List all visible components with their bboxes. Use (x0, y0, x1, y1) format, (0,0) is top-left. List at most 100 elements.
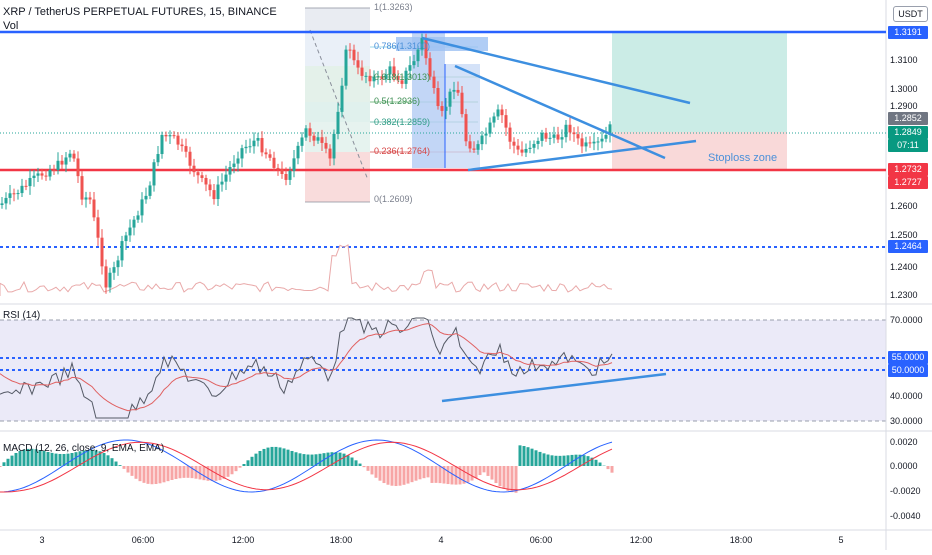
candle (309, 128, 312, 135)
candle (305, 128, 308, 137)
candle (125, 235, 128, 241)
time-tick: 06:00 (132, 535, 155, 545)
macd-histogram-bar (159, 466, 162, 483)
macd-histogram-bar (187, 466, 190, 478)
macd-histogram-bar (563, 456, 566, 466)
macd-histogram-bar (239, 466, 242, 468)
macd-histogram-bar (279, 447, 282, 466)
candle (469, 141, 472, 148)
macd-histogram-bar (363, 466, 366, 467)
macd-histogram-bar (379, 466, 382, 481)
currency-badge[interactable]: USDT (893, 6, 928, 22)
candle (577, 134, 580, 138)
price-tag-support: 1.2732 (888, 163, 928, 176)
macd-histogram-bar (407, 466, 410, 484)
candle (601, 139, 604, 142)
price-tick: 1.2900 (886, 101, 932, 111)
candle (177, 136, 180, 145)
candle (521, 150, 524, 153)
macd-histogram-bar (543, 453, 546, 466)
macd-histogram-bar (131, 466, 134, 476)
price-tick: 1.2600 (886, 201, 932, 211)
rsi-tag-50: 50.0000 (888, 364, 928, 377)
candle (109, 273, 112, 288)
macd-histogram-bar (487, 466, 490, 476)
candle (597, 141, 600, 142)
candle (105, 266, 108, 287)
macd-histogram-bar (299, 453, 302, 466)
candle (457, 90, 460, 93)
price-tag-level: 1.2852 (888, 112, 928, 125)
candle (49, 170, 52, 177)
candle (133, 220, 136, 228)
time-tick: 3 (39, 535, 44, 545)
candle (37, 173, 40, 175)
candle (145, 196, 148, 200)
macd-histogram-bar (235, 466, 238, 471)
candle (325, 143, 328, 149)
macd-histogram-bar (539, 452, 542, 466)
time-tick: 5 (838, 535, 843, 545)
candle (557, 134, 560, 139)
macd-histogram-bar (427, 466, 430, 477)
candle (41, 173, 44, 175)
candle (229, 167, 232, 175)
price-tick: 1.3100 (886, 55, 932, 65)
price-tag-support-2: 1.2727 (888, 176, 928, 189)
macd-tick: -0.0020 (886, 486, 932, 496)
candle (573, 132, 576, 134)
macd-histogram-bar (163, 466, 166, 482)
price-tag-countdown: 07:11 (888, 139, 928, 152)
candle (137, 215, 140, 219)
candle (321, 137, 324, 143)
price-tag-resistance: 1.3191 (888, 26, 928, 39)
macd-histogram-bar (391, 466, 394, 486)
macd-histogram-bar (387, 466, 390, 485)
macd-histogram-bar (115, 462, 118, 466)
candle (9, 193, 12, 198)
macd-histogram-bar (535, 450, 538, 466)
macd-histogram-bar (171, 466, 174, 480)
long-position-target[interactable] (612, 32, 787, 132)
macd-histogram-bar (67, 454, 70, 466)
candle (141, 199, 144, 215)
candle (89, 197, 92, 199)
macd-histogram-bar (155, 466, 158, 484)
macd-histogram-bar (447, 466, 450, 484)
candle (173, 135, 176, 136)
candle (237, 158, 240, 163)
candle (277, 168, 280, 169)
candle (413, 61, 416, 65)
macd-histogram-bar (495, 466, 498, 483)
candle (153, 162, 156, 185)
macd-histogram-bar (7, 459, 10, 466)
candle (45, 176, 48, 177)
candle (273, 158, 276, 168)
macd-histogram-bar (195, 466, 198, 479)
candle (569, 125, 572, 133)
candle (261, 138, 264, 152)
candle (117, 260, 120, 267)
macd-histogram-bar (519, 445, 522, 466)
candle (581, 138, 584, 146)
macd-histogram-bar (423, 466, 426, 478)
candle (209, 184, 212, 190)
candle (477, 144, 480, 150)
candle (501, 109, 504, 115)
macd-histogram-bar (147, 466, 150, 484)
candle (585, 142, 588, 146)
macd-histogram-bar (607, 466, 610, 469)
macd-histogram-bar (51, 453, 54, 466)
candle (513, 142, 516, 146)
price-tick: 1.2300 (886, 290, 932, 300)
fib-level-0382: 0.382(1.2859) (374, 117, 430, 127)
candle (589, 142, 592, 143)
stoploss-label: Stoploss zone (708, 152, 777, 164)
candle (285, 174, 288, 180)
time-tick: 18:00 (730, 535, 753, 545)
candle (257, 138, 260, 141)
macd-histogram-bar (599, 463, 602, 466)
candle (341, 86, 344, 112)
